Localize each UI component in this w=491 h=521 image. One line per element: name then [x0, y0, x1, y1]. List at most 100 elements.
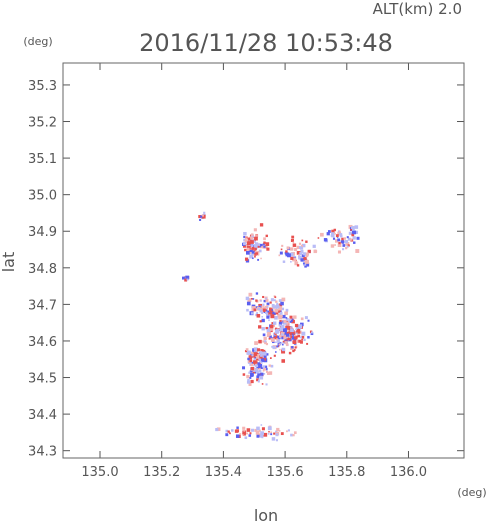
data-point: [278, 306, 283, 311]
data-point: [248, 434, 252, 437]
data-point: [269, 327, 274, 331]
data-point: [285, 317, 288, 319]
data-point: [250, 372, 254, 377]
data-point: [199, 218, 202, 221]
y-tick-label: 34.5: [28, 372, 57, 387]
data-point: [268, 312, 272, 316]
data-point: [261, 315, 264, 318]
data-point: [252, 257, 254, 260]
data-point: [279, 348, 281, 351]
data-point: [331, 232, 335, 236]
data-point: [247, 350, 251, 355]
data-point: [300, 340, 303, 344]
data-point: [296, 264, 300, 267]
x-tick-label: 135.4: [205, 465, 242, 480]
data-point: [265, 367, 268, 371]
data-point: [270, 433, 273, 436]
data-point: [337, 238, 341, 242]
data-point: [269, 308, 273, 312]
data-point: [261, 318, 265, 323]
data-point: [248, 355, 252, 358]
data-point: [247, 378, 250, 382]
data-point: [276, 345, 279, 348]
data-point: [253, 358, 256, 361]
data-point: [259, 355, 263, 359]
data-point: [297, 330, 301, 334]
data-point: [274, 316, 278, 320]
data-point: [263, 355, 267, 359]
data-point: [243, 235, 246, 238]
data-point: [259, 375, 264, 380]
data-point: [330, 244, 335, 248]
data-point: [260, 424, 263, 426]
data-point: [276, 335, 281, 340]
data-point: [247, 360, 251, 363]
data-point: [307, 336, 310, 339]
data-point: [292, 349, 295, 353]
data-point: [270, 324, 274, 329]
data-point: [252, 298, 255, 300]
data-point: [289, 252, 294, 257]
data-point: [273, 335, 278, 340]
data-point: [255, 430, 260, 435]
data-point: [291, 319, 295, 324]
data-point: [260, 431, 264, 436]
y-tick-label: 35.2: [28, 116, 57, 131]
data-point: [244, 248, 247, 252]
data-point: [256, 378, 259, 382]
data-point: [279, 320, 282, 323]
data-point: [288, 336, 291, 338]
data-point: [350, 238, 353, 241]
data-point: [290, 433, 293, 437]
data-point: [225, 433, 229, 437]
data-point: [280, 329, 283, 333]
data-point: [337, 250, 341, 254]
data-point: [284, 311, 288, 316]
data-point: [283, 328, 287, 332]
data-point: [253, 368, 256, 371]
data-point: [293, 315, 297, 319]
data-point: [245, 237, 248, 240]
data-point: [255, 235, 258, 238]
data-point: [262, 349, 266, 353]
data-point: [327, 230, 331, 233]
data-point: [268, 337, 271, 340]
data-point: [267, 310, 270, 313]
data-point: [256, 364, 261, 369]
data-point: [301, 254, 305, 258]
data-point: [249, 359, 253, 363]
data-point: [298, 242, 302, 245]
data-point: [270, 338, 275, 342]
data-point: [301, 335, 305, 339]
data-point: [301, 243, 306, 248]
data-point: [259, 223, 264, 227]
data-point: [290, 331, 295, 335]
data-point: [266, 302, 270, 306]
data-point: [215, 428, 219, 432]
data-point: [272, 306, 275, 309]
data-point: [251, 362, 254, 364]
y-tick-label: 35.0: [28, 189, 57, 204]
data-point: [269, 301, 272, 304]
data-point: [276, 427, 280, 432]
data-point: [292, 434, 295, 437]
data-point: [278, 299, 282, 303]
y-tick-label: 35.1: [28, 152, 57, 167]
data-point: [202, 214, 204, 217]
data-point: [276, 339, 280, 343]
data-point: [292, 241, 295, 244]
data-point: [251, 308, 255, 312]
data-point: [265, 297, 268, 300]
data-point: [261, 427, 265, 431]
data-point: [295, 328, 298, 331]
data-point: [246, 428, 251, 432]
data-point: [257, 373, 261, 377]
data-point: [279, 251, 283, 255]
data-point: [252, 350, 255, 353]
data-point: [246, 245, 251, 250]
data-point: [332, 237, 336, 240]
data-point: [268, 371, 273, 375]
data-point: [203, 211, 206, 214]
data-point: [235, 434, 240, 438]
data-point: [236, 426, 239, 429]
